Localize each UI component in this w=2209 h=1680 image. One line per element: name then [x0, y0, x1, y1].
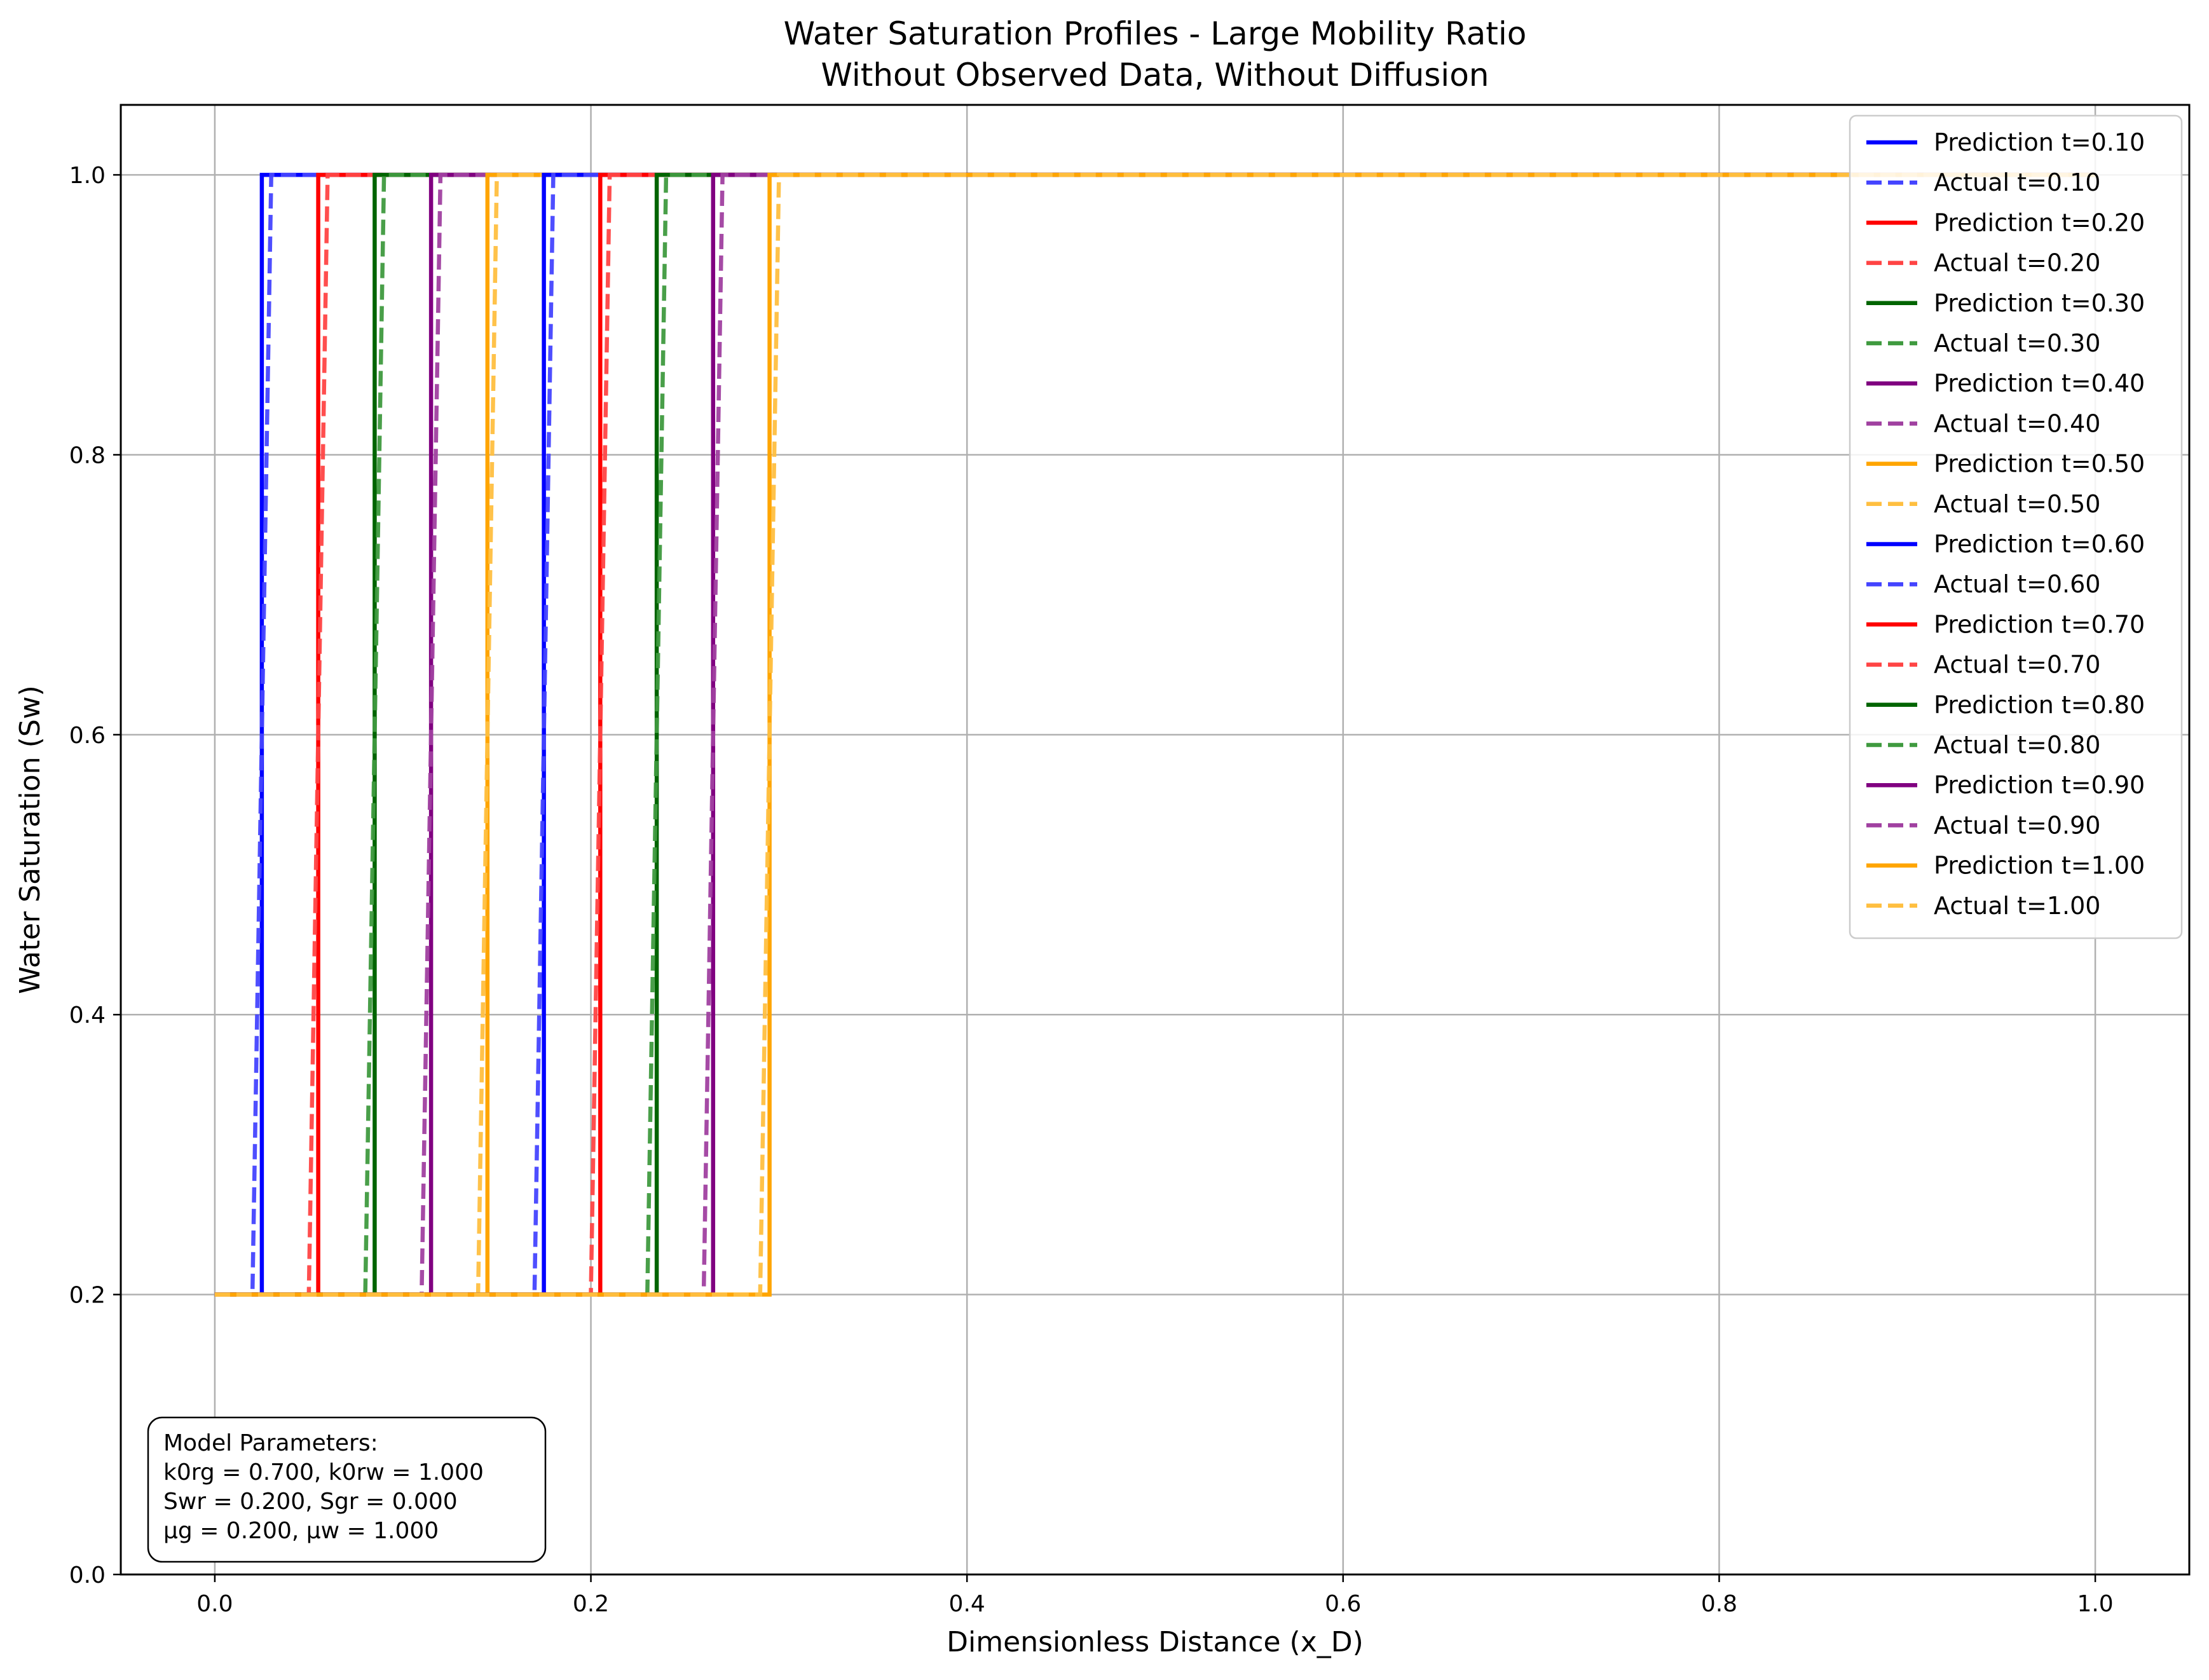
chart-subtitle: Without Observed Data, Without Diffusion — [821, 57, 1489, 93]
y-tick-label: 0.6 — [69, 723, 106, 749]
legend-label: Actual t=0.20 — [1934, 249, 2100, 277]
y-tick-label: 0.0 — [69, 1562, 106, 1588]
x-tick-label: 0.4 — [949, 1591, 985, 1617]
y-axis-label: Water Saturation (Sw) — [14, 685, 46, 994]
legend-label: Actual t=1.00 — [1934, 892, 2100, 920]
legend-frame — [1849, 114, 2183, 939]
legend-label: Prediction t=0.10 — [1934, 128, 2145, 156]
axis-ticks: 0.0 0.2 0.4 0.6 0.8 1.0 0.0 0.2 0.4 0.6 0.8 1.0 — [69, 163, 2114, 1617]
annotation-line: μg = 0.200, μw = 1.000 — [163, 1518, 439, 1544]
legend-label: Actual t=0.80 — [1934, 731, 2100, 759]
legend-label: Actual t=0.60 — [1934, 570, 2100, 598]
chart-title: Water Saturation Profiles - Large Mobili… — [784, 15, 1527, 52]
legend-label: Prediction t=0.60 — [1934, 530, 2145, 558]
plot-area-frame — [120, 104, 2191, 1576]
legend-label: Prediction t=1.00 — [1934, 852, 2145, 880]
x-tick-label: 0.0 — [196, 1591, 233, 1617]
series-line-2 — [214, 172, 2096, 1297]
legend-label: Prediction t=0.50 — [1934, 450, 2145, 478]
legend-label: Prediction t=0.20 — [1934, 208, 2145, 236]
legend-label: Prediction t=0.70 — [1934, 610, 2145, 638]
legend: Prediction t=0.10 Actual t=0.10 Prediction… — [1849, 114, 2183, 939]
legend-label: Actual t=0.30 — [1934, 329, 2100, 357]
x-tick-label: 0.8 — [1701, 1591, 1737, 1617]
y-tick-label: 1.0 — [69, 163, 106, 189]
legend-label: Actual t=0.40 — [1934, 409, 2100, 437]
series-line-20 — [214, 172, 2096, 1297]
legend-label: Prediction t=0.30 — [1934, 289, 2145, 317]
legend-label: Actual t=0.90 — [1934, 811, 2100, 839]
annotation-line: Swr = 0.200, Sgr = 0.000 — [163, 1489, 458, 1515]
y-tick-label: 0.2 — [69, 1283, 106, 1309]
x-axis-label: Dimensionless Distance (x_D) — [947, 1626, 1364, 1658]
legend-label: Actual t=0.70 — [1934, 651, 2100, 679]
annotation-line: k0rg = 0.700, k0rw = 1.000 — [163, 1459, 484, 1485]
y-tick-label: 0.4 — [69, 1002, 106, 1028]
legend-label: Actual t=0.50 — [1934, 490, 2100, 518]
x-tick-label: 0.6 — [1325, 1591, 1361, 1617]
legend-label: Prediction t=0.40 — [1934, 369, 2145, 397]
annotation-line: Model Parameters: — [163, 1430, 378, 1456]
legend-label: Prediction t=0.80 — [1934, 691, 2145, 719]
annotation-box — [147, 1416, 547, 1563]
x-tick-label: 0.2 — [573, 1591, 609, 1617]
legend-label: Prediction t=0.90 — [1934, 771, 2145, 799]
x-tick-label: 1.0 — [2077, 1591, 2113, 1617]
plot-lines — [214, 172, 2096, 1297]
y-tick-label: 0.8 — [69, 442, 106, 468]
model-parameters-box: Model Parameters: k0rg = 0.700, k0rw = 1.… — [147, 1416, 547, 1563]
legend-label: Actual t=0.10 — [1934, 168, 2100, 196]
